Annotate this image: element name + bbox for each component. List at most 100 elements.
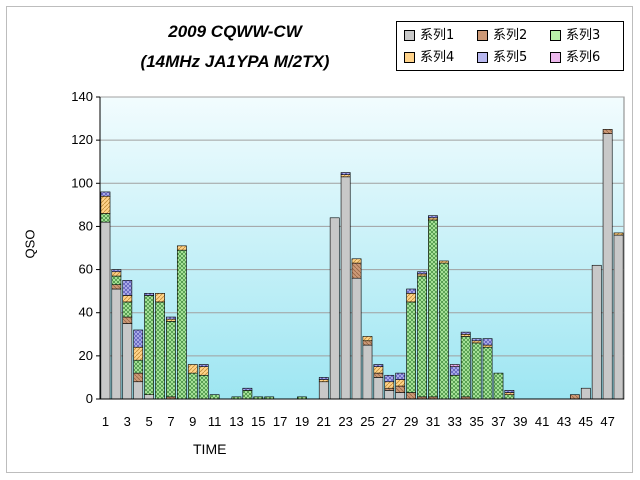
x-tick-label: 27 (382, 414, 396, 429)
bar-segment-series1 (340, 176, 351, 400)
legend-label-series4: 系列4 (420, 50, 455, 65)
bar-segment-series3 (166, 321, 176, 398)
bar-segment-series2 (602, 129, 613, 134)
bar-segment-series2 (111, 284, 122, 290)
bar-segment-series4 (384, 381, 395, 389)
x-tick-label: 15 (251, 414, 265, 429)
bar-segment-series3 (100, 213, 111, 223)
legend-label-series3: 系列3 (566, 28, 601, 43)
bar-segment-series2 (384, 387, 395, 391)
bar-segment-series2 (395, 385, 406, 393)
bar-segment-series5 (428, 215, 438, 219)
bar-segment-series2 (351, 262, 362, 279)
bar-segment-series3 (209, 394, 220, 400)
bar-segment-series1 (591, 264, 602, 400)
bar-segment-series5 (166, 316, 176, 320)
bar-segment-series2 (122, 316, 133, 324)
bar-segment-series1 (395, 392, 406, 400)
bar-segment-series3 (438, 262, 449, 400)
bar-segment-series3 (504, 394, 515, 400)
bar-segment-series4 (417, 273, 427, 277)
bar-segment-series3 (471, 342, 482, 400)
legend-swatch-series4 (404, 52, 415, 63)
bar-segment-series5 (460, 331, 471, 335)
bar-segment-series3 (198, 374, 209, 400)
bar-segment-series1 (318, 381, 329, 400)
bar-segment-series1 (133, 381, 144, 400)
x-tick-label: 13 (229, 414, 243, 429)
bar-segment-series2 (569, 394, 580, 400)
bar-segment-series3 (449, 374, 460, 400)
bar-segment-series3 (482, 346, 493, 400)
y-tick-label: 100 (71, 175, 93, 190)
x-tick-label: 25 (360, 414, 374, 429)
legend-label-series1: 系列1 (420, 28, 455, 43)
bar-segment-series5 (471, 338, 482, 342)
bar-segment-series5 (406, 288, 417, 294)
legend-swatch-series1 (404, 30, 415, 41)
x-tick-label: 23 (338, 414, 352, 429)
legend-label-series2: 系列2 (493, 28, 528, 43)
bar-segment-series4 (362, 336, 373, 342)
x-tick-label: 39 (513, 414, 527, 429)
bar-segment-series1 (362, 344, 373, 400)
x-tick-label: 45 (579, 414, 593, 429)
bar-segment-series5 (122, 280, 133, 296)
legend-swatch-series3 (550, 30, 561, 41)
bar-segment-series3 (406, 301, 417, 393)
bar-segment-series4 (340, 174, 351, 178)
bar-segment-series3 (111, 275, 122, 285)
legend-swatch-series5 (477, 52, 488, 63)
x-tick-label: 1 (102, 414, 109, 429)
bar-segment-series1 (329, 217, 340, 400)
bar-segment-series3 (176, 249, 187, 400)
y-tick-label: 80 (79, 218, 93, 233)
bar-segment-series4 (122, 295, 133, 303)
x-tick-label: 41 (535, 414, 549, 429)
bar-segment-series3 (417, 275, 427, 398)
bar-segment-series3 (493, 372, 504, 400)
bar-segment-series4 (351, 258, 362, 264)
bar-segment-series1 (144, 394, 155, 400)
bar-segment-series4 (406, 292, 417, 303)
bar-segment-series2 (362, 340, 373, 346)
bar-segment-series4 (395, 379, 406, 387)
chart-title-line-2: (14MHz JA1YPA M/2TX) (140, 52, 330, 71)
legend-swatch-series6 (550, 52, 561, 63)
bar-segment-series4 (166, 318, 176, 322)
y-tick-label: 60 (79, 262, 93, 277)
x-tick-label: 29 (404, 414, 418, 429)
x-tick-label: 47 (600, 414, 614, 429)
bar-segment-series3 (460, 336, 471, 398)
y-tick-label: 0 (86, 391, 93, 406)
bar-segment-series1 (122, 323, 133, 400)
legend: 系列1 系列2 系列3 系列4 系列5 系列6 (396, 21, 624, 71)
bar-segment-series1 (111, 288, 122, 400)
bar-segment-series3 (133, 359, 144, 374)
bar-segment-series1 (580, 387, 591, 400)
bar-segment-series4 (133, 346, 144, 361)
bar-segment-series4 (428, 217, 438, 221)
x-tick-label: 35 (469, 414, 483, 429)
bar-segment-series5 (318, 377, 329, 380)
bar-segment-series4 (482, 344, 493, 348)
bar-segment-series3 (122, 301, 133, 318)
bar-segment-series5 (417, 271, 427, 275)
bar-segment-series5 (384, 374, 395, 383)
x-tick-label: 37 (491, 414, 505, 429)
bar-segment-series6 (449, 364, 460, 367)
x-tick-label: 17 (273, 414, 287, 429)
x-tick-label: 21 (317, 414, 331, 429)
bar-segment-series5 (144, 292, 155, 296)
bar-segment-series5 (133, 329, 144, 348)
bar-segment-series5 (340, 172, 351, 175)
bar-segment-series5 (242, 387, 253, 391)
legend-swatch-series2 (477, 30, 488, 41)
bar-segment-series5 (100, 191, 111, 197)
bar-segment-series4 (155, 292, 165, 303)
bar-segment-series4 (438, 260, 449, 264)
x-tick-label: 9 (189, 414, 196, 429)
bar-segment-series5 (395, 372, 406, 380)
x-tick-label: 31 (426, 414, 440, 429)
